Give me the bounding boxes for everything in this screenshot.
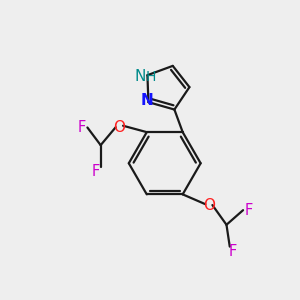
Text: F: F (78, 120, 86, 135)
Text: N: N (134, 69, 146, 84)
Text: F: F (229, 244, 237, 259)
Text: H: H (146, 70, 156, 84)
Text: O: O (113, 120, 125, 135)
Text: O: O (203, 198, 215, 213)
Text: F: F (245, 203, 253, 218)
Text: F: F (91, 164, 100, 179)
Text: N: N (141, 93, 153, 108)
